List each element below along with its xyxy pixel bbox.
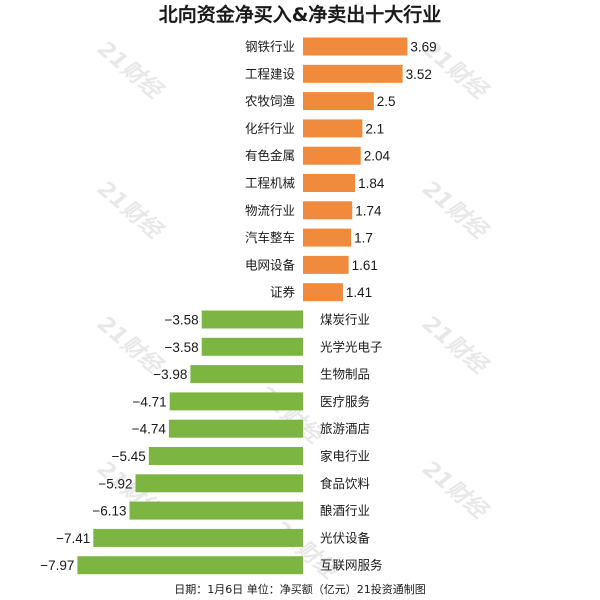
value-label-17: −5.92: [98, 476, 132, 491]
value-label-3: 2.5: [377, 94, 396, 109]
bar-7: [303, 201, 353, 220]
bar-14: [169, 392, 303, 411]
value-label-8: 1.7: [354, 231, 373, 246]
bar-5: [303, 146, 361, 165]
bar-6: [303, 174, 356, 192]
category-label-5: 有色金属: [245, 148, 295, 163]
value-label-1: 3.69: [410, 40, 436, 55]
category-label-19: 光伏设备: [320, 530, 371, 545]
value-label-2: 3.52: [406, 67, 432, 82]
bar-15: [168, 419, 303, 438]
category-label-13: 生物制品: [320, 367, 370, 382]
category-label-14: 医疗服务: [320, 394, 370, 409]
value-label-7: 1.74: [355, 203, 382, 218]
value-label-4: 2.1: [365, 121, 384, 136]
category-label-7: 物流行业: [245, 203, 295, 218]
category-label-10: 证券: [270, 285, 296, 300]
bars-group: 钢铁行业 3.69 工程建设 3.52 农牧饲渔 2.5 化纤行业 2.1 有色金属 2.04 工程…: [40, 37, 437, 575]
category-label-16: 家电行业: [320, 449, 370, 464]
value-label-12: −3.58: [165, 340, 199, 355]
value-label-20: −7.97: [40, 558, 74, 573]
value-label-18: −6.13: [92, 504, 126, 519]
category-label-3: 农牧饲渔: [245, 94, 295, 109]
value-label-11: −3.58: [165, 313, 199, 328]
bar-19: [93, 528, 303, 547]
bar-20: [77, 556, 304, 575]
bar-2: [303, 64, 403, 83]
value-label-5: 2.04: [364, 149, 391, 164]
bar-9: [303, 255, 349, 274]
watermark-1: 21财经: [93, 36, 169, 106]
watermark-9: 21财经: [418, 456, 494, 526]
category-label-1: 钢铁行业: [245, 39, 295, 54]
watermark-4: 21财经: [418, 176, 494, 246]
category-label-12: 光学光电子: [320, 339, 383, 354]
watermark-7: 21财经: [253, 381, 329, 451]
category-label-6: 工程机械: [245, 176, 296, 191]
value-label-16: −5.45: [112, 449, 146, 464]
category-label-4: 化纤行业: [245, 121, 295, 136]
category-label-2: 工程建设: [245, 66, 296, 81]
watermark-3: 21财经: [93, 176, 169, 246]
chart-title: 北向资金净买入&净卖出十大行业: [159, 3, 442, 26]
value-label-14: −4.71: [133, 394, 167, 409]
category-label-8: 汽车整车: [245, 230, 295, 245]
value-label-15: −4.74: [132, 422, 167, 437]
value-label-19: −7.41: [56, 531, 90, 546]
bar-18: [129, 501, 303, 520]
bar-8: [303, 228, 352, 247]
watermark-10: 21财经: [268, 516, 344, 586]
chart-footer-note: 日期：1月6日 单位：净买额（亿元）21投资通制图: [174, 582, 426, 596]
bar-3: [303, 92, 374, 111]
category-label-15: 旅游酒店: [320, 421, 370, 436]
bar-4: [303, 119, 363, 138]
bar-1: [303, 37, 408, 56]
bar-12: [201, 337, 303, 356]
category-label-9: 电网设备: [245, 257, 296, 272]
value-label-6: 1.84: [358, 176, 385, 191]
value-label-13: −3.98: [153, 367, 187, 382]
bar-11: [201, 310, 303, 329]
value-label-10: 1.41: [346, 285, 372, 300]
watermark-6: 21财经: [418, 311, 494, 381]
category-label-18: 酿酒行业: [320, 503, 370, 518]
bar-10: [303, 283, 343, 302]
category-label-11: 煤炭行业: [320, 312, 370, 327]
bar-16: [148, 447, 303, 465]
value-label-9: 1.61: [352, 258, 378, 273]
category-label-20: 互联网服务: [320, 558, 383, 573]
bar-17: [135, 474, 303, 493]
category-label-17: 食品饮料: [320, 476, 371, 491]
bar-13: [190, 365, 303, 384]
